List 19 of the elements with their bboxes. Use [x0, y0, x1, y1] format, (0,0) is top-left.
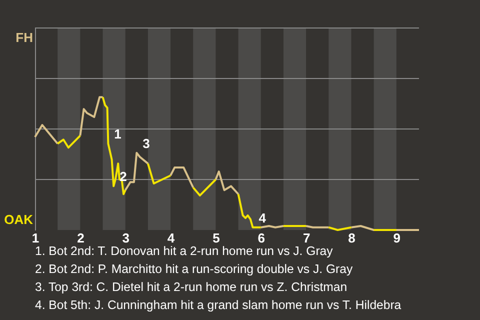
- x-tick-label: 1: [32, 230, 40, 246]
- text: 4. Bot 5th: J. Cunningham hit a grand slam home run vs T. Hildebra: [35, 298, 402, 312]
- x-tick-label: 4: [167, 230, 176, 246]
- x-tick-label: 8: [348, 230, 356, 246]
- annotation: 2: [120, 169, 127, 184]
- x-tick-label: 6: [258, 230, 265, 246]
- annotation: 4: [258, 210, 267, 226]
- text: 3. Top 3rd: C. Dietel hit a 2-run home run vs Z. Christman: [35, 280, 348, 294]
- text: 2. Bot 2nd: P. Marchitto hit a run-scoring double vs J. Gray: [35, 262, 354, 276]
- x-tick-label: 2: [77, 230, 84, 246]
- annotation: 3: [142, 136, 150, 151]
- x-tick-label: 7: [302, 230, 310, 246]
- x-tick-label: 5: [212, 230, 220, 246]
- x-tick-label: 3: [122, 230, 130, 246]
- text: FH: [16, 30, 33, 45]
- text: 1. Bot 2nd: T. Donovan hit a 2-run home run vs J. Gray: [35, 244, 334, 258]
- annotation: 1: [114, 126, 122, 142]
- text: OAK: [4, 212, 34, 227]
- x-tick-label: 9: [393, 230, 401, 246]
